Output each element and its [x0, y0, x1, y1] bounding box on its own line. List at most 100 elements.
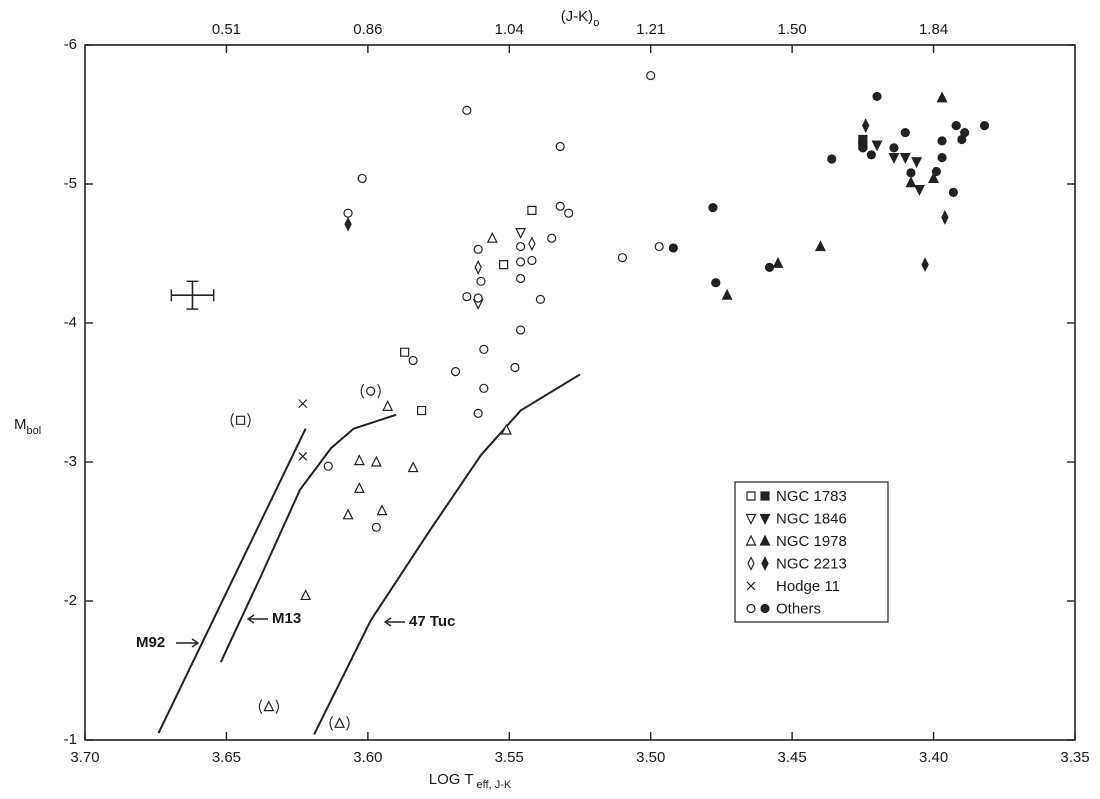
- y-axis-label: M: [14, 416, 27, 433]
- curve-label: M92: [136, 634, 165, 651]
- data-point: [462, 291, 472, 302]
- x-tick-label: 3.35: [1060, 749, 1089, 766]
- bracket: [360, 383, 381, 399]
- annotation-arrow: [383, 617, 405, 627]
- data-point: [300, 589, 312, 601]
- data-point: [708, 203, 718, 213]
- data-point: [323, 461, 333, 471]
- legend-symbol: [759, 534, 771, 546]
- data-point: [527, 205, 537, 216]
- legend-symbol: [746, 491, 756, 501]
- data-point: [298, 452, 308, 461]
- x2-tick-label: 0.51: [212, 21, 241, 38]
- data-point: [382, 400, 394, 411]
- plot-frame: [84, 44, 1076, 741]
- reference-curve: [219, 413, 397, 663]
- x2-tick-label: 0.86: [353, 21, 382, 38]
- data-point: [486, 231, 498, 243]
- data-point: [528, 236, 536, 252]
- data-point: [515, 325, 526, 335]
- y-tick-label: -5: [64, 175, 77, 192]
- data-point: [957, 134, 967, 145]
- data-point: [450, 367, 461, 377]
- legend-symbol: [760, 491, 770, 501]
- data-point: [617, 253, 628, 263]
- x-tick-label: 3.60: [353, 749, 382, 766]
- data-point: [344, 216, 352, 232]
- x-tick-label: 3.70: [70, 749, 99, 766]
- data-point: [711, 278, 721, 288]
- x2-tick-label: 1.50: [778, 21, 807, 38]
- data-point: [951, 121, 961, 131]
- data-point: [474, 260, 482, 275]
- data-point: [814, 240, 826, 252]
- legend-label: NGC 1978: [776, 533, 847, 550]
- curve-label: M13: [272, 610, 301, 627]
- data-point: [408, 355, 418, 366]
- annotation-arrow: [176, 638, 200, 648]
- data-point: [937, 152, 947, 163]
- data-point: [473, 293, 483, 303]
- top-axis-title: (J-K)o: [561, 8, 600, 29]
- data-point: [979, 121, 990, 131]
- data-point: [906, 168, 916, 178]
- data-point: [462, 105, 472, 115]
- data-point: [937, 136, 947, 146]
- data-point: [510, 362, 520, 373]
- data-point: [500, 423, 512, 435]
- y-tick-label: -1: [64, 731, 77, 748]
- reference-curve: [157, 428, 307, 734]
- data-point: [889, 143, 899, 153]
- legend-label: NGC 1846: [776, 510, 847, 527]
- data-point: [928, 172, 940, 184]
- bracket: [258, 699, 279, 714]
- data-point: [371, 522, 381, 532]
- legend-symbol: [759, 513, 771, 525]
- data-point: [535, 294, 546, 304]
- data-point: [862, 118, 870, 133]
- data-point: [827, 154, 837, 164]
- legend-label: NGC 2213: [776, 555, 847, 572]
- data-point: [376, 504, 388, 516]
- data-point: [764, 262, 775, 272]
- legend-label: Hodge 11: [776, 578, 840, 595]
- y-axis-label-sub: bol: [27, 425, 42, 437]
- data-point: [646, 70, 656, 81]
- data-point: [476, 276, 486, 286]
- y-tick-label: -6: [64, 36, 77, 53]
- data-point: [941, 210, 949, 225]
- data-point: [479, 383, 489, 393]
- legend-label: Others: [776, 600, 821, 617]
- data-point: [515, 257, 526, 267]
- data-point: [263, 700, 275, 712]
- data-point: [858, 143, 868, 153]
- top-axis-label: (J-K): [561, 8, 594, 25]
- legend-symbol: [746, 603, 756, 614]
- data-point: [417, 405, 427, 416]
- legend-symbol: [745, 513, 757, 525]
- x-tick-label: 3.65: [212, 749, 241, 766]
- x-tick-label: 3.55: [495, 749, 524, 766]
- y-axis-title: Mbol: [14, 416, 41, 437]
- y-tick-label: -3: [64, 453, 77, 470]
- data-point: [936, 91, 948, 103]
- x-tick-label: 3.40: [919, 749, 948, 766]
- data-point: [473, 244, 483, 254]
- data-point: [342, 508, 354, 520]
- data-point: [899, 152, 911, 164]
- data-point: [343, 208, 353, 218]
- data-point: [479, 344, 489, 355]
- data-point: [235, 415, 246, 425]
- legend-symbol: [761, 556, 769, 571]
- legend-symbol: [747, 556, 755, 571]
- data-point: [866, 150, 876, 160]
- data-point: [921, 257, 929, 272]
- data-point: [334, 716, 346, 728]
- data-point: [911, 157, 923, 169]
- data-point: [772, 256, 784, 268]
- data-point: [948, 187, 958, 197]
- data-point: [668, 243, 678, 253]
